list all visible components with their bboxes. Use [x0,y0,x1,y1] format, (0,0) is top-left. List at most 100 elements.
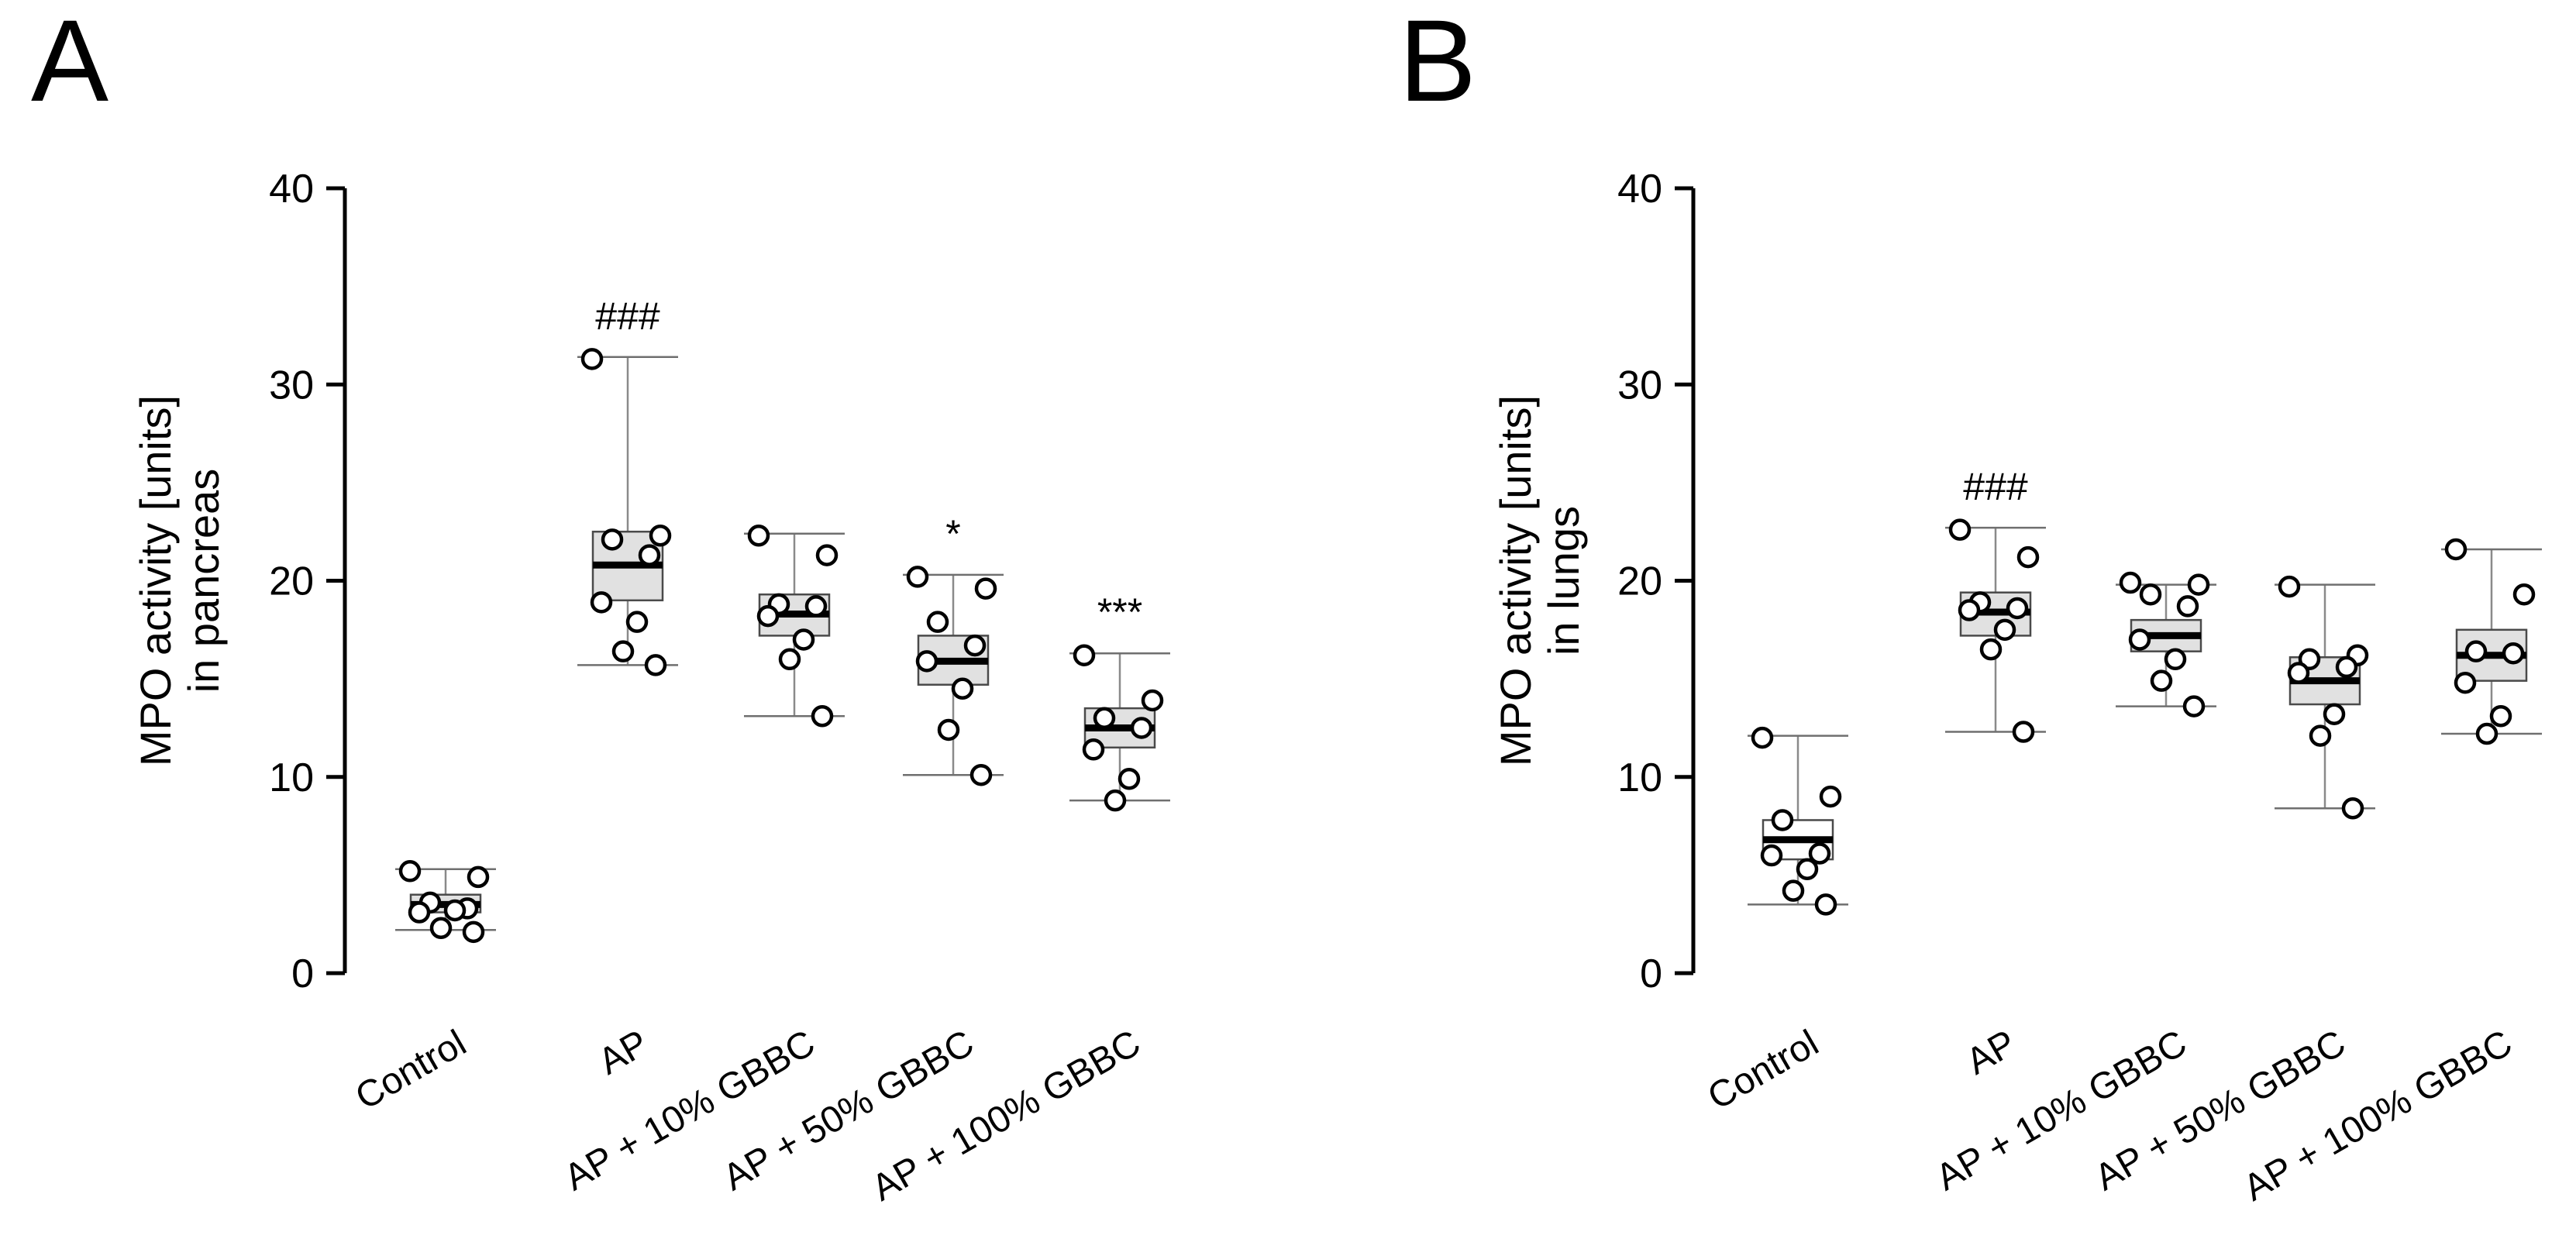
data-point [467,865,490,889]
y-axis-label-line2: in lungs [1539,506,1588,655]
y-axis-label: MPO activity [units]in pancreas [131,395,228,766]
data-point [580,348,604,370]
data-point [969,763,993,786]
data-point [2139,583,2162,606]
data-point [1948,518,1972,541]
data-point [778,648,801,671]
y-tick-label: 40 [1617,167,1662,212]
data-point [2176,595,2199,618]
category-label: AP [1960,1023,2023,1083]
data-point [2502,642,2525,665]
data-point [2278,575,2301,598]
box-group: Control [1701,726,1848,1118]
y-tick-label: 20 [1617,559,1662,604]
data-point [1073,644,1096,666]
data-point [1782,879,1805,902]
data-point [1082,738,1105,761]
data-point [2464,640,2488,662]
data-point [2006,597,2029,620]
data-point [815,544,839,566]
data-point [1104,789,1127,812]
data-point [2323,703,2346,725]
category-label: AP + 100% GBBC [2237,1023,2519,1209]
panel-a: A 0 10 20 30 40 MPO activity [units]in pancrea… [31,0,1170,1209]
data-point [2489,704,2512,728]
y-tick-label: 40 [269,167,314,212]
data-point [1814,893,1837,916]
y-tick-label: 0 [1640,951,1662,996]
data-point [2150,669,2173,692]
y-axis-label-line1: MPO activity [units] [131,395,180,766]
data-point [811,704,834,728]
box-group: Control [349,860,496,1118]
data-point [2164,648,2187,671]
y-tick-label: 30 [1617,363,1662,408]
data-point [926,611,949,633]
category-label: Control [1701,1023,1826,1118]
data-point [2341,797,2364,820]
data-point [2182,695,2206,717]
data-point [2309,724,2332,747]
data-point [906,566,929,588]
data-point [601,528,624,551]
data-point [915,650,938,673]
category-label: AP + 100% GBBC [865,1023,1147,1209]
data-point [2454,671,2477,694]
category-label: Control [349,1023,474,1118]
data-point [1796,858,1819,881]
data-point [398,860,422,883]
panel-b: B 0 10 20 30 40 MPO activity [units]in lungs Co… [1399,0,2542,1209]
data-point [611,640,635,662]
significance-marker: * [945,512,960,556]
significance-marker: *** [1097,590,1142,634]
y-tick-label: 10 [1617,755,1662,800]
data-point [792,628,815,651]
data-point [2119,571,2142,594]
data-point [408,901,431,924]
data-point [951,677,974,700]
box-group: *** AP + 100% GBBC [865,590,1170,1209]
data-point [1979,638,2003,661]
y-axis-label-line1: MPO activity [units] [1491,395,1540,766]
data-point [747,525,770,547]
y-axis-label: MPO activity [units]in lungs [1491,395,1588,766]
data-point [429,917,453,940]
data-point [1141,689,1164,712]
panel-letter: A [31,0,108,126]
y-axis-label-line2: in pancreas [179,469,228,693]
data-point [1751,726,1774,749]
data-point [1093,707,1116,730]
data-point [649,525,672,547]
box-group: AP + 50% GBBC [2088,575,2375,1199]
data-point [1808,842,1831,865]
data-point [625,611,649,633]
box-group: AP + 10% GBBC [557,525,845,1199]
category-label: AP [592,1023,656,1083]
data-point [2512,583,2536,606]
data-point [1993,618,2016,642]
panel-letter: B [1399,0,1476,126]
box-group: ### AP [577,294,678,1083]
y-tick-label: 30 [269,363,314,408]
data-point [2335,655,2358,679]
data-point [462,920,485,944]
data-point [590,591,613,614]
y-tick-label: 0 [291,951,314,996]
data-point [1760,844,1783,867]
box-group: AP + 100% GBBC [2237,538,2542,1209]
y-tick-label: 10 [269,755,314,800]
significance-marker: ### [1963,465,2028,508]
data-point [2475,722,2499,745]
data-point [644,654,667,676]
box-group: ### AP [1945,465,2046,1083]
data-point [1771,809,1794,831]
data-point [2187,573,2210,596]
data-point [804,595,828,618]
y-tick-label: 20 [269,559,314,604]
box-group: AP + 10% GBBC [1929,571,2216,1199]
data-point [2128,628,2151,651]
data-point [756,604,780,628]
significance-marker: ### [595,294,660,338]
data-point [2444,538,2468,561]
